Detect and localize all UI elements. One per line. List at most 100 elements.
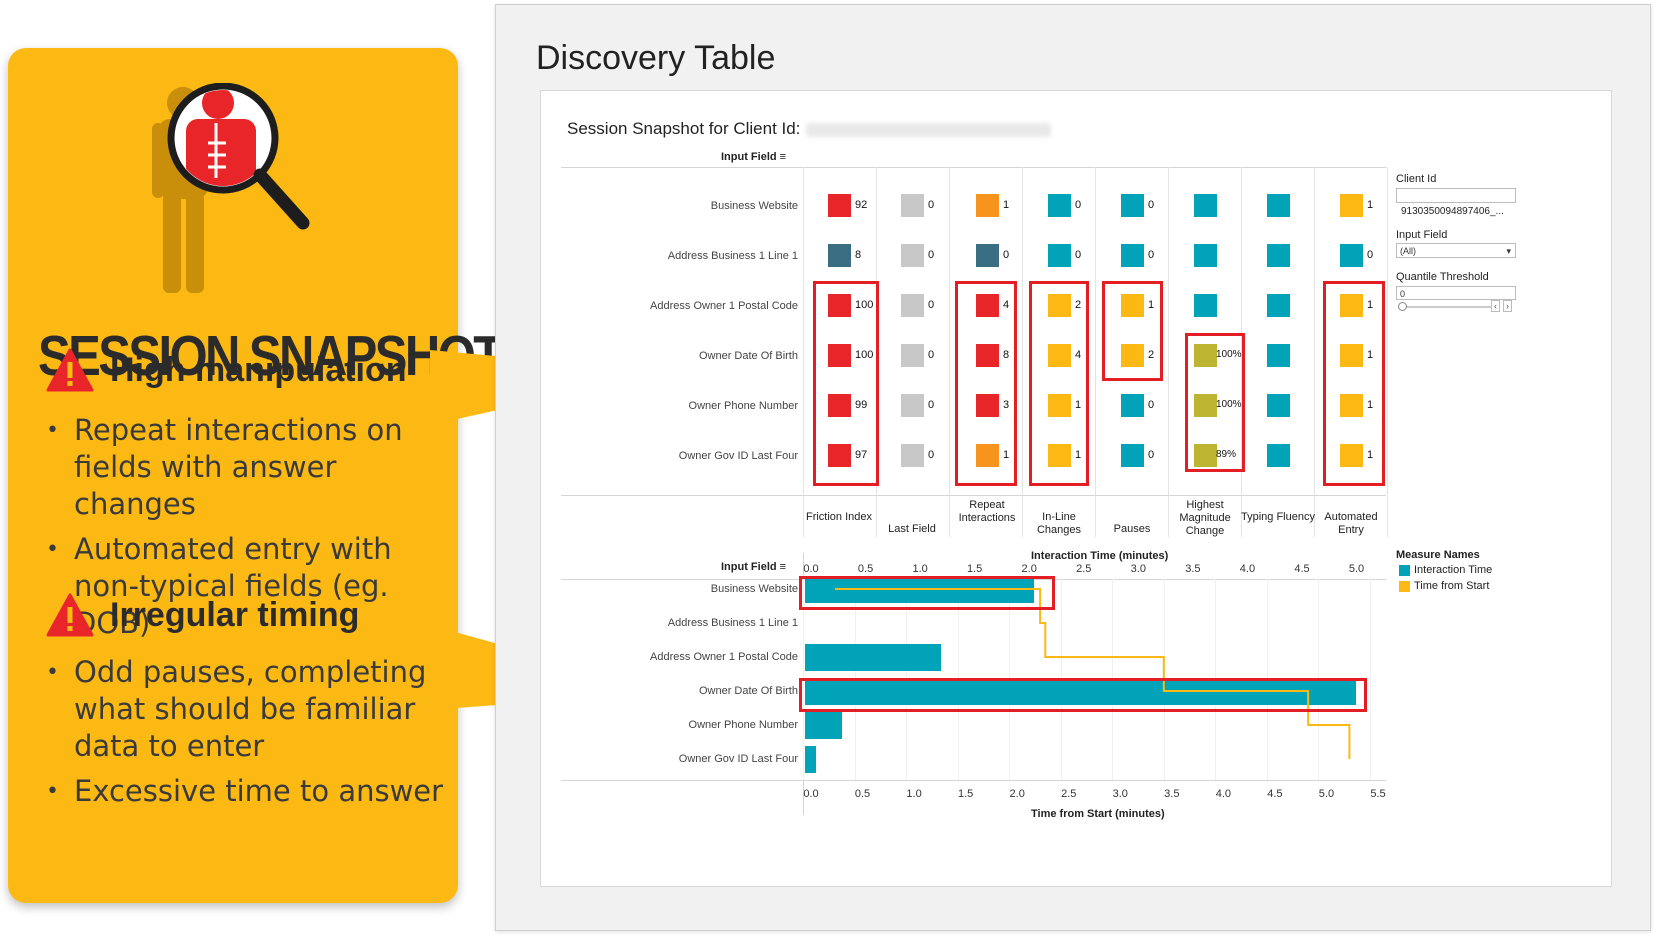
cell-value: 0 — [1148, 399, 1155, 411]
column-header[interactable]: Last Field — [888, 523, 936, 535]
heat-cell[interactable] — [828, 394, 851, 417]
cell-value: 1 — [1367, 399, 1374, 411]
heat-cell[interactable] — [901, 344, 924, 367]
heat-cell[interactable] — [1048, 244, 1071, 267]
cell-value: 1 — [1367, 199, 1374, 211]
card-title: SESSION SNAPSHOT — [38, 324, 503, 388]
heat-cell[interactable] — [1121, 344, 1144, 367]
cell-value: 2 — [1148, 349, 1155, 361]
cell-value: 0 — [1075, 199, 1082, 211]
top-axis-label: Interaction Time (minutes) — [1031, 550, 1169, 562]
heat-cell[interactable] — [1048, 444, 1071, 467]
heat-cell[interactable] — [828, 244, 851, 267]
section-heading: High manipulation — [110, 350, 407, 389]
heat-cell[interactable] — [976, 194, 999, 217]
heat-cell[interactable] — [901, 394, 924, 417]
chart-input-field-header[interactable]: Input Field ≡ — [721, 561, 786, 573]
heat-cell[interactable] — [1340, 244, 1363, 267]
bottom-axis-label: Time from Start (minutes) — [1031, 808, 1165, 820]
column-header[interactable]: Repeat Interactions — [958, 499, 1016, 524]
heat-cell[interactable] — [1048, 394, 1071, 417]
heat-cell[interactable] — [1194, 394, 1217, 417]
heat-cell[interactable] — [1048, 344, 1071, 367]
heat-cell[interactable] — [976, 294, 999, 317]
heat-cell[interactable] — [1048, 194, 1071, 217]
sort-icon: ≡ — [779, 151, 787, 163]
heat-cell[interactable] — [1194, 444, 1217, 467]
heat-cell[interactable] — [1340, 294, 1363, 317]
row-label: Business Website — [710, 200, 798, 212]
highlight-box — [813, 281, 879, 486]
slider-prev-icon[interactable]: ‹ — [1491, 300, 1500, 312]
cell-value: 8 — [855, 249, 862, 261]
heat-cell[interactable] — [901, 444, 924, 467]
top-tick-label: 2.0 — [1021, 563, 1037, 575]
interaction-bar[interactable] — [805, 746, 816, 773]
heat-cell[interactable] — [1121, 444, 1144, 467]
input-field-select[interactable]: (All) ▾ — [1396, 243, 1516, 258]
column-header[interactable]: In-Line Changes — [1036, 511, 1082, 536]
quantile-slider-track[interactable] — [1401, 306, 1491, 308]
column-header[interactable]: Highest Magnitude Change — [1179, 499, 1231, 537]
heat-cell[interactable] — [1121, 244, 1144, 267]
top-tick-label: 4.5 — [1294, 563, 1310, 575]
heat-cell[interactable] — [1267, 194, 1290, 217]
column-header[interactable]: Pauses — [1113, 523, 1151, 535]
input-field-header[interactable]: Input Field ≡ — [721, 151, 786, 163]
heat-cell[interactable] — [1194, 244, 1217, 267]
cell-value: 99 — [855, 399, 868, 411]
cell-value: 100% — [1216, 399, 1242, 410]
bottom-tick-label: 2.5 — [1061, 788, 1077, 800]
heat-cell[interactable] — [1267, 444, 1290, 467]
interaction-bar[interactable] — [805, 712, 843, 739]
top-tick-label: 3.5 — [1185, 563, 1201, 575]
heat-cell[interactable] — [976, 344, 999, 367]
cell-value: 0 — [1075, 249, 1082, 261]
top-tick-label: 3.0 — [1130, 563, 1146, 575]
heat-cell[interactable] — [1267, 394, 1290, 417]
heat-cell[interactable] — [901, 194, 924, 217]
bar-row-label: Owner Phone Number — [688, 719, 798, 731]
chart-bottom-line — [561, 780, 1386, 781]
panel-title: Discovery Table — [536, 39, 776, 77]
heat-cell[interactable] — [1121, 194, 1144, 217]
quantile-slider-handle[interactable] — [1398, 302, 1407, 311]
heat-cell[interactable] — [1194, 194, 1217, 217]
row-label: Owner Date Of Birth — [698, 350, 798, 362]
heat-cell[interactable] — [1340, 444, 1363, 467]
heat-cell[interactable] — [828, 194, 851, 217]
heat-cell[interactable] — [1267, 344, 1290, 367]
heat-cell[interactable] — [1048, 294, 1071, 317]
heat-cell[interactable] — [1340, 394, 1363, 417]
cell-value: 0 — [928, 399, 935, 411]
list-item: Excessive time to answer — [46, 773, 446, 810]
interaction-bar[interactable] — [805, 644, 942, 671]
gridline — [1370, 579, 1371, 780]
heat-cell[interactable] — [1340, 194, 1363, 217]
heat-cell[interactable] — [828, 444, 851, 467]
heat-cell[interactable] — [901, 244, 924, 267]
heat-cell[interactable] — [1194, 294, 1217, 317]
irregular-timing-list: Odd pauses, completing what should be fa… — [46, 654, 446, 818]
heat-cell[interactable] — [901, 294, 924, 317]
heat-cell[interactable] — [828, 344, 851, 367]
column-header[interactable]: Typing Fluency — [1241, 511, 1315, 523]
quantile-input[interactable]: 0 — [1396, 286, 1516, 300]
heat-cell[interactable] — [1121, 394, 1144, 417]
dashboard: Session Snapshot for Client Id: Input Fi… — [540, 90, 1612, 887]
column-header[interactable]: Friction Index — [805, 511, 873, 523]
heat-cell[interactable] — [976, 394, 999, 417]
column-header[interactable]: Automated Entry — [1324, 511, 1378, 536]
slider-next-icon[interactable]: › — [1503, 300, 1512, 312]
heat-cell[interactable] — [1121, 294, 1144, 317]
heat-cell[interactable] — [976, 444, 999, 467]
heat-cell[interactable] — [1194, 344, 1217, 367]
cell-value: 0 — [1148, 199, 1155, 211]
highlight-box — [799, 678, 1367, 712]
client-id-input[interactable] — [1396, 188, 1516, 203]
heat-cell[interactable] — [1267, 294, 1290, 317]
heat-cell[interactable] — [1267, 244, 1290, 267]
heat-cell[interactable] — [828, 294, 851, 317]
heat-cell[interactable] — [976, 244, 999, 267]
heat-cell[interactable] — [1340, 344, 1363, 367]
